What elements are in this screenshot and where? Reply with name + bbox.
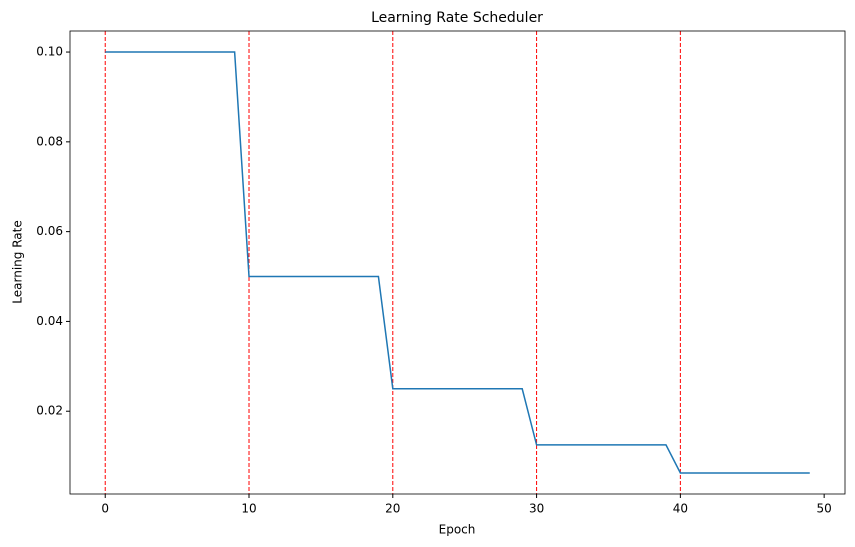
plot-frame (69, 30, 846, 495)
chart-title: Learning Rate Scheduler (371, 10, 543, 26)
y-axis-label: Learning Rate (11, 220, 25, 303)
x-tick-label: 0 (101, 502, 109, 516)
x-axis-label: Epoch (439, 523, 476, 537)
line (105, 51, 810, 474)
y-tick-label: 0.04 (36, 314, 63, 328)
y-tick-label: 0.10 (36, 45, 63, 59)
x-tick-label: 30 (529, 502, 544, 516)
x-tick-label: 20 (385, 502, 400, 516)
x-tick-label: 50 (817, 502, 832, 516)
x-tick-label: 10 (241, 502, 256, 516)
y-tick-label: 0.08 (36, 134, 63, 148)
x-tick-label: 40 (673, 502, 688, 516)
y-tick-label: 0.02 (36, 404, 63, 418)
y-tick-label: 0.06 (36, 224, 63, 238)
